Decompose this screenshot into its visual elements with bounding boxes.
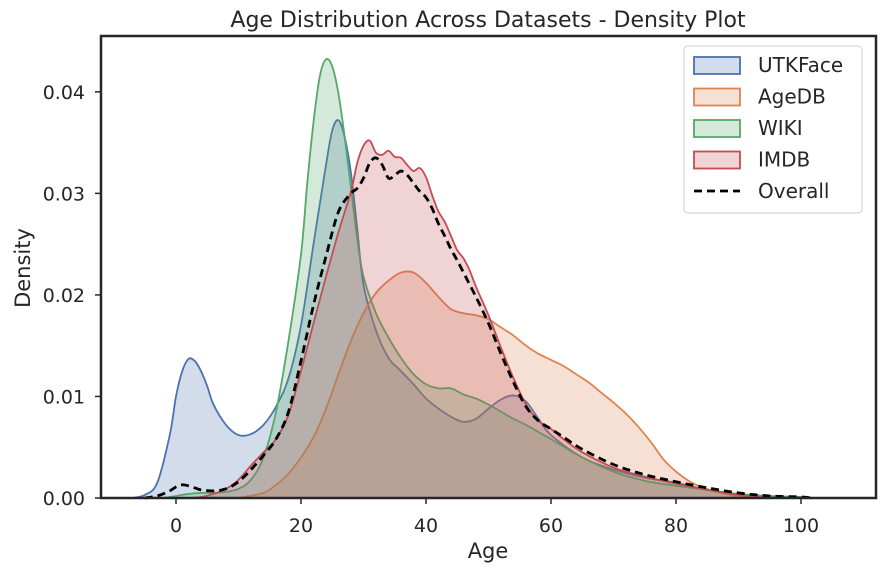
x-tick-label: 80 [664, 515, 688, 537]
y-tick-label: 0.04 [43, 82, 85, 104]
x-tick-label: 40 [414, 515, 438, 537]
legend-label-agedb: AgeDB [758, 85, 826, 109]
legend-label-wiki: WIKI [758, 116, 803, 140]
x-tick-label: 0 [170, 515, 182, 537]
series-line-imdb [188, 139, 770, 499]
y-tick-label: 0.02 [43, 285, 85, 307]
legend-swatch-imdb [693, 150, 741, 170]
plot-frame [99, 34, 878, 500]
y-tick-label: 0.01 [43, 386, 85, 408]
x-axis-title: Age [468, 539, 509, 563]
y-axis: 0.00 0.01 0.02 0.03 0.04 [43, 82, 101, 510]
y-tick-label: 0.00 [43, 488, 85, 510]
legend-swatch-wiki [693, 119, 741, 138]
series-area-agedb [238, 271, 826, 498]
chart-title: Age Distribution Across Datasets - Densi… [230, 8, 746, 33]
y-axis-title: Density [11, 228, 35, 308]
x-tick-label: 60 [539, 515, 563, 537]
x-tick-label: 100 [783, 515, 819, 537]
series-line-utkface [132, 119, 802, 499]
legend-swatch-agedb [693, 87, 741, 107]
y-tick-label: 0.03 [43, 183, 85, 205]
legend-swatch-utkface [693, 56, 741, 75]
series-line-wiki [163, 58, 814, 499]
plot-area [132, 58, 826, 500]
legend-label-utkface: UTKFace [758, 53, 843, 77]
legend-label-overall: Overall [758, 179, 829, 203]
series-line-agedb [238, 270, 826, 499]
x-tick-label: 20 [289, 515, 313, 537]
series-area-utkface [132, 120, 801, 498]
legend: UTKFace AgeDB WIKI IMDB Overall [683, 45, 863, 214]
series-area-imdb [188, 140, 770, 498]
legend-label-imdb: IMDB [758, 148, 810, 172]
series-area-wiki [163, 58, 814, 499]
